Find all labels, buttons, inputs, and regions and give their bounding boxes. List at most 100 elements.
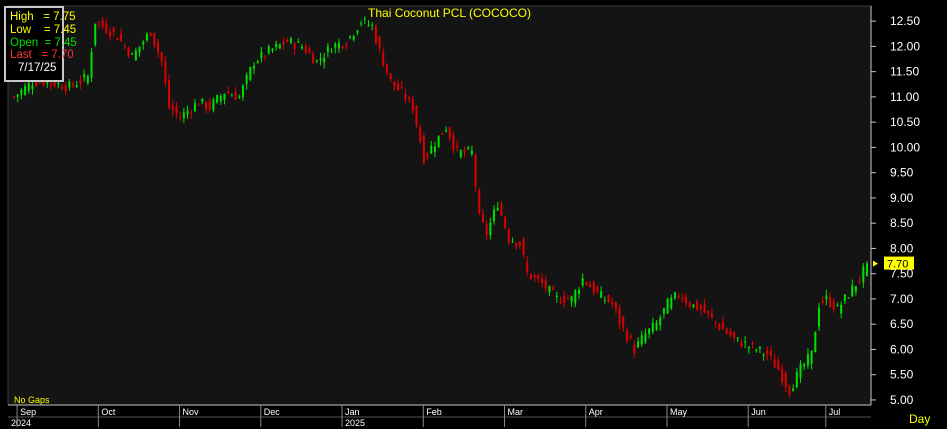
candle-body	[581, 278, 584, 286]
y-tick-label: 8.00	[890, 241, 914, 255]
candle-body	[596, 286, 599, 293]
candle-body	[293, 43, 296, 49]
candle-body	[193, 103, 196, 112]
candle-body	[625, 330, 628, 342]
candle-body	[773, 359, 776, 368]
candle-body	[260, 51, 263, 58]
candle-body	[330, 51, 333, 53]
candle-body	[566, 298, 569, 300]
candle-body	[633, 344, 636, 354]
candle-body	[249, 67, 252, 81]
candle-body	[223, 93, 226, 100]
last-price-badge	[884, 256, 914, 270]
candle-body	[112, 27, 115, 32]
candle-body	[312, 54, 315, 64]
x-month-label: Oct	[101, 407, 116, 417]
candle-body	[422, 136, 425, 164]
period-label: Day	[909, 412, 930, 426]
candle-body	[747, 346, 750, 349]
y-tick-label: 11.50	[890, 65, 919, 79]
candle-body	[707, 310, 710, 314]
ohlc-date: 7/17/25	[18, 62, 57, 75]
candle-body	[751, 343, 754, 345]
y-tick-label: 9.50	[890, 166, 914, 180]
candle-body	[278, 44, 281, 49]
candle-body	[179, 117, 182, 119]
candle-body	[389, 73, 392, 80]
last-price-arrow	[873, 260, 878, 267]
candle-body	[533, 274, 536, 278]
candle-body	[829, 296, 832, 307]
candle-body	[186, 111, 189, 115]
candle-body	[168, 80, 171, 108]
candle-body	[592, 282, 595, 294]
ohlc-low: Low = 7.45	[10, 23, 77, 36]
x-month-label: Nov	[183, 407, 200, 417]
candle-body	[729, 331, 732, 337]
x-month-label: Sep	[20, 407, 36, 417]
x-month-label: Apr	[589, 407, 603, 417]
candle-body	[526, 261, 529, 273]
y-tick-label: 5.50	[890, 368, 914, 382]
candle-body	[777, 360, 780, 371]
candle-body	[101, 20, 104, 27]
candle-body	[319, 58, 322, 61]
x-month-label: Jan	[345, 407, 360, 417]
candle-body	[393, 81, 396, 87]
candle-body	[622, 316, 625, 328]
candle-body	[356, 30, 359, 33]
candle-body	[563, 295, 566, 304]
candle-body	[182, 112, 185, 119]
candle-body	[648, 328, 651, 334]
candle-body	[481, 213, 484, 223]
candle-body	[27, 82, 30, 91]
candle-body	[456, 145, 459, 148]
candle-body	[611, 302, 614, 304]
candle-body	[781, 368, 784, 382]
candle-body	[72, 83, 75, 86]
chart-title: Thai Coconut PCL (COCOCO)	[368, 6, 531, 20]
candle-body	[810, 350, 813, 364]
candle-body	[24, 86, 27, 95]
candle-body	[673, 292, 676, 299]
candle-body	[803, 364, 806, 367]
candle-body	[681, 298, 684, 300]
candle-body	[478, 189, 481, 214]
candle-body	[825, 295, 828, 300]
candle-body	[489, 222, 492, 236]
candle-body	[459, 150, 462, 157]
candle-body	[496, 208, 499, 211]
candle-body	[64, 85, 67, 91]
candle-body	[31, 85, 34, 89]
candle-body	[197, 104, 200, 106]
candle-body	[485, 223, 488, 235]
candle-body	[733, 331, 736, 338]
candle-body	[374, 26, 377, 44]
candle-body	[153, 33, 156, 45]
y-tick-label: 12.00	[890, 39, 920, 53]
candle-body	[345, 44, 348, 47]
candle-body	[644, 333, 647, 343]
candle-body	[758, 346, 761, 349]
candle-body	[755, 349, 758, 351]
candle-body	[784, 372, 787, 387]
candle-body	[740, 343, 743, 347]
candle-body	[315, 60, 318, 62]
candle-body	[618, 308, 621, 324]
candle-body	[105, 23, 108, 33]
y-tick-label: 8.50	[890, 216, 914, 230]
candle-body	[463, 150, 466, 153]
candle-body	[230, 95, 233, 97]
y-tick-label: 9.00	[890, 191, 914, 205]
candle-body	[548, 286, 551, 293]
y-tick-label: 7.00	[890, 292, 914, 306]
candle-body	[142, 41, 145, 45]
candle-body	[86, 76, 89, 84]
candle-body	[256, 61, 259, 63]
candle-body	[430, 145, 433, 154]
candle-body	[75, 85, 78, 88]
y-tick-label: 10.00	[890, 140, 920, 154]
candle-body	[470, 150, 473, 155]
